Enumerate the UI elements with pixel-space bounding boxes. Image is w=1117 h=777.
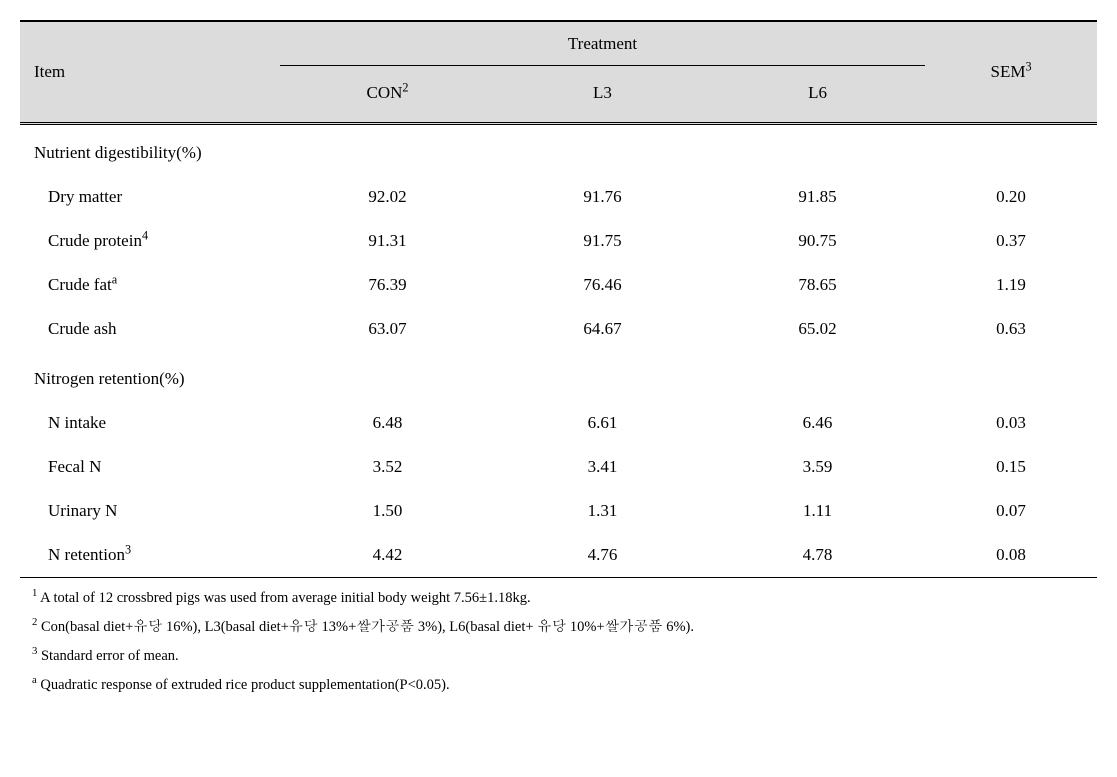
footnotes: 1 A total of 12 crossbred pigs was used …	[20, 584, 1097, 700]
header-con: CON2	[280, 65, 495, 123]
table-row: Urinary N 1.50 1.31 1.11 0.07	[20, 489, 1097, 533]
header-sem-sup: 3	[1025, 59, 1031, 73]
data-table: Item Treatment SEM3 CON2 L3 L6 Nutrient …	[20, 20, 1097, 578]
header-l3: L3	[495, 65, 710, 123]
footnote-1: 1 A total of 12 crossbred pigs was used …	[32, 584, 1097, 613]
row-name: Dry matter	[20, 175, 280, 219]
row-name: Fecal N	[20, 445, 280, 489]
footnote-a: a Quadratic response of extruded rice pr…	[32, 671, 1097, 700]
cell-value: 76.39	[280, 263, 495, 307]
cell-value: 0.37	[925, 219, 1097, 263]
header-con-text: CON	[366, 83, 402, 102]
header-l6: L6	[710, 65, 925, 123]
cell-value: 4.42	[280, 533, 495, 578]
row-name: Crude protein4	[20, 219, 280, 263]
table-row: Crude fata 76.39 76.46 78.65 1.19	[20, 263, 1097, 307]
cell-value: 1.31	[495, 489, 710, 533]
row-name: Crude ash	[20, 307, 280, 351]
footnote-3: 3 Standard error of mean.	[32, 642, 1097, 671]
table-row: N retention3 4.42 4.76 4.78 0.08	[20, 533, 1097, 578]
cell-value: 92.02	[280, 175, 495, 219]
header-item: Item	[20, 21, 280, 124]
cell-value: 0.07	[925, 489, 1097, 533]
table-row: Fecal N 3.52 3.41 3.59 0.15	[20, 445, 1097, 489]
cell-value: 91.76	[495, 175, 710, 219]
table-row: N intake 6.48 6.61 6.46 0.03	[20, 401, 1097, 445]
cell-value: 6.48	[280, 401, 495, 445]
row-name: Urinary N	[20, 489, 280, 533]
cell-value: 0.63	[925, 307, 1097, 351]
cell-value: 63.07	[280, 307, 495, 351]
row-name: N retention3	[20, 533, 280, 578]
cell-value: 0.08	[925, 533, 1097, 578]
table-container: Item Treatment SEM3 CON2 L3 L6 Nutrient …	[20, 20, 1097, 700]
cell-value: 91.75	[495, 219, 710, 263]
header-sem-text: SEM	[990, 62, 1025, 81]
cell-value: 76.46	[495, 263, 710, 307]
section-row: Nutrient digestibility(%)	[20, 124, 1097, 176]
row-name: Crude fata	[20, 263, 280, 307]
cell-value: 3.41	[495, 445, 710, 489]
table-body: Nutrient digestibility(%) Dry matter 92.…	[20, 124, 1097, 578]
cell-value: 4.76	[495, 533, 710, 578]
section-nutrient: Nutrient digestibility(%)	[20, 124, 1097, 176]
cell-value: 90.75	[710, 219, 925, 263]
cell-value: 0.03	[925, 401, 1097, 445]
section-row: Nitrogen retention(%)	[20, 351, 1097, 401]
footnote-2: 2 Con(basal diet+유당 16%), L3(basal diet+…	[32, 613, 1097, 642]
cell-value: 91.31	[280, 219, 495, 263]
cell-value: 4.78	[710, 533, 925, 578]
cell-value: 3.59	[710, 445, 925, 489]
cell-value: 65.02	[710, 307, 925, 351]
cell-value: 0.20	[925, 175, 1097, 219]
cell-value: 1.11	[710, 489, 925, 533]
cell-value: 0.15	[925, 445, 1097, 489]
header-treatment: Treatment	[280, 21, 925, 65]
cell-value: 6.46	[710, 401, 925, 445]
cell-value: 91.85	[710, 175, 925, 219]
cell-value: 1.19	[925, 263, 1097, 307]
header-con-sup: 2	[402, 80, 408, 94]
cell-value: 64.67	[495, 307, 710, 351]
header-sem: SEM3	[925, 21, 1097, 124]
cell-value: 6.61	[495, 401, 710, 445]
table-row: Dry matter 92.02 91.76 91.85 0.20	[20, 175, 1097, 219]
section-nitrogen: Nitrogen retention(%)	[20, 351, 1097, 401]
cell-value: 3.52	[280, 445, 495, 489]
table-header: Item Treatment SEM3 CON2 L3 L6	[20, 21, 1097, 124]
cell-value: 78.65	[710, 263, 925, 307]
row-name: N intake	[20, 401, 280, 445]
table-row: Crude ash 63.07 64.67 65.02 0.63	[20, 307, 1097, 351]
cell-value: 1.50	[280, 489, 495, 533]
table-row: Crude protein4 91.31 91.75 90.75 0.37	[20, 219, 1097, 263]
